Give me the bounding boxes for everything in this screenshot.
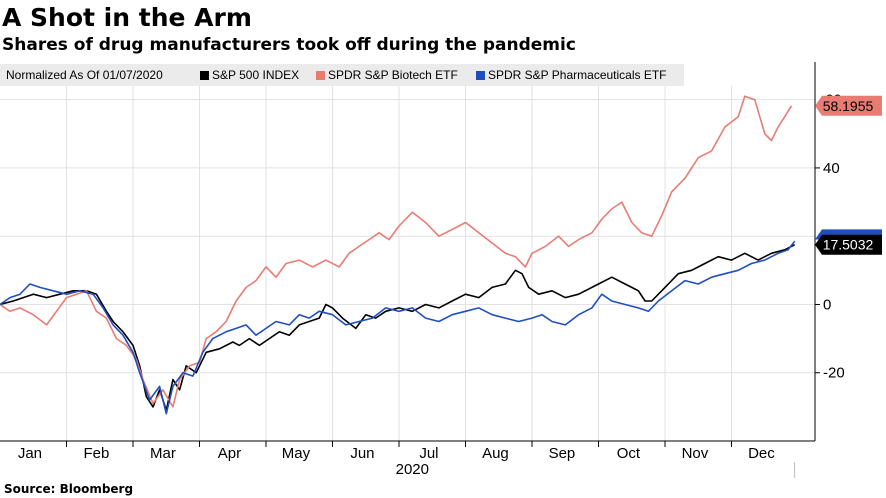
y-tick-label: 40 xyxy=(823,160,840,177)
legend-item-biotech: SPDR S&P Biotech ETF xyxy=(316,64,458,86)
end-labels: 58.1955 17.5032 xyxy=(815,95,882,255)
legend-swatch-sp500 xyxy=(200,71,209,80)
legend-item-pharma: SPDR S&P Pharmaceuticals ETF xyxy=(476,64,667,86)
series-line-pharma xyxy=(0,240,796,415)
series-lines xyxy=(0,95,796,415)
x-tick-label-jan: Jan xyxy=(18,445,42,462)
end-flag-sp500 xyxy=(815,234,882,255)
x-tick-label-may: May xyxy=(282,445,311,462)
legend-swatch-biotech xyxy=(316,71,325,80)
x-year-label: 2020 xyxy=(396,461,429,478)
series-line-biotech xyxy=(0,95,793,408)
x-tick-label-jul: Jul xyxy=(419,445,438,462)
legend-label-biotech: SPDR S&P Biotech ETF xyxy=(328,68,458,82)
legend-label-sp500: S&P 500 INDEX xyxy=(212,68,300,82)
x-tick-label-jun: Jun xyxy=(350,445,374,462)
x-tick-label-mar: Mar xyxy=(150,445,176,462)
end-flag-biotech xyxy=(815,95,882,116)
chart-subtitle: Shares of drug manufacturers took off du… xyxy=(2,35,576,55)
x-tick-label-feb: Feb xyxy=(83,445,109,462)
x-tick-label-aug: Aug xyxy=(482,445,509,462)
chart-title: A Shot in the Arm xyxy=(2,3,252,32)
normalized-label: Normalized As Of 01/07/2020 xyxy=(6,68,163,82)
legend-item-sp500: S&P 500 INDEX xyxy=(200,64,299,86)
x-tick-label-dec: Dec xyxy=(748,445,775,462)
x-tick-label-sep: Sep xyxy=(549,445,576,462)
series-line-sp500 xyxy=(0,243,796,412)
axes: -2004060JanFebMarAprMayJunJulAugSepOctNo… xyxy=(0,62,845,478)
legend-label-pharma: SPDR S&P Pharmaceuticals ETF xyxy=(488,68,667,82)
legend-bar: Normalized As Of 01/07/2020 S&P 500 INDE… xyxy=(0,64,684,86)
x-tick-label-oct: Oct xyxy=(617,445,641,462)
end-value-sp500: 17.5032 xyxy=(823,237,874,253)
y-tick-label: 0 xyxy=(823,296,831,313)
y-tick-label: -20 xyxy=(823,365,845,382)
x-tick-label-apr: Apr xyxy=(218,445,241,462)
legend-swatch-pharma xyxy=(476,71,485,80)
x-tick-label-nov: Nov xyxy=(682,445,709,462)
end-value-biotech: 58.1955 xyxy=(823,98,874,114)
source-note: Source: Bloomberg xyxy=(4,482,134,496)
gridlines xyxy=(0,86,815,441)
